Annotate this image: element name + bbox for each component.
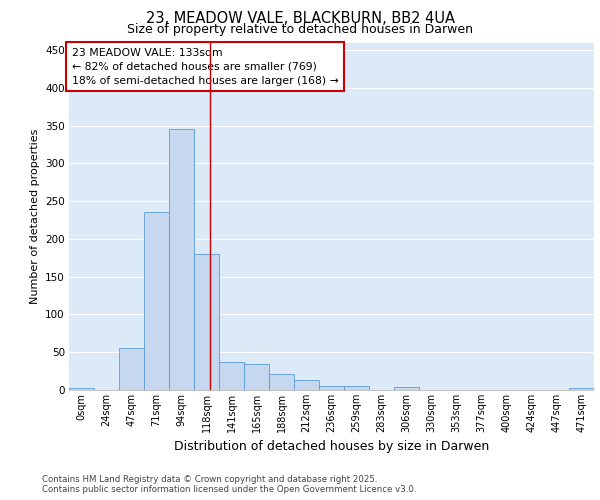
Bar [319, 386, 344, 390]
Bar [569, 388, 594, 390]
Bar [244, 364, 269, 390]
Text: 23 MEADOW VALE: 133sqm
← 82% of detached houses are smaller (769)
18% of semi-de: 23 MEADOW VALE: 133sqm ← 82% of detached… [71, 48, 338, 86]
Y-axis label: Number of detached properties: Number of detached properties [29, 128, 40, 304]
Bar [219, 362, 244, 390]
Text: 23, MEADOW VALE, BLACKBURN, BB2 4UA: 23, MEADOW VALE, BLACKBURN, BB2 4UA [146, 11, 455, 26]
Text: Contains HM Land Registry data © Crown copyright and database right 2025.
Contai: Contains HM Land Registry data © Crown c… [42, 474, 416, 494]
Text: Size of property relative to detached houses in Darwen: Size of property relative to detached ho… [127, 22, 473, 36]
Bar [269, 374, 294, 390]
Bar [344, 386, 369, 390]
Bar [394, 387, 419, 390]
Bar [69, 388, 94, 390]
Bar [294, 380, 319, 390]
Bar [144, 212, 169, 390]
X-axis label: Distribution of detached houses by size in Darwen: Distribution of detached houses by size … [174, 440, 489, 454]
Bar [169, 130, 194, 390]
Bar [194, 254, 219, 390]
Bar [119, 348, 144, 390]
